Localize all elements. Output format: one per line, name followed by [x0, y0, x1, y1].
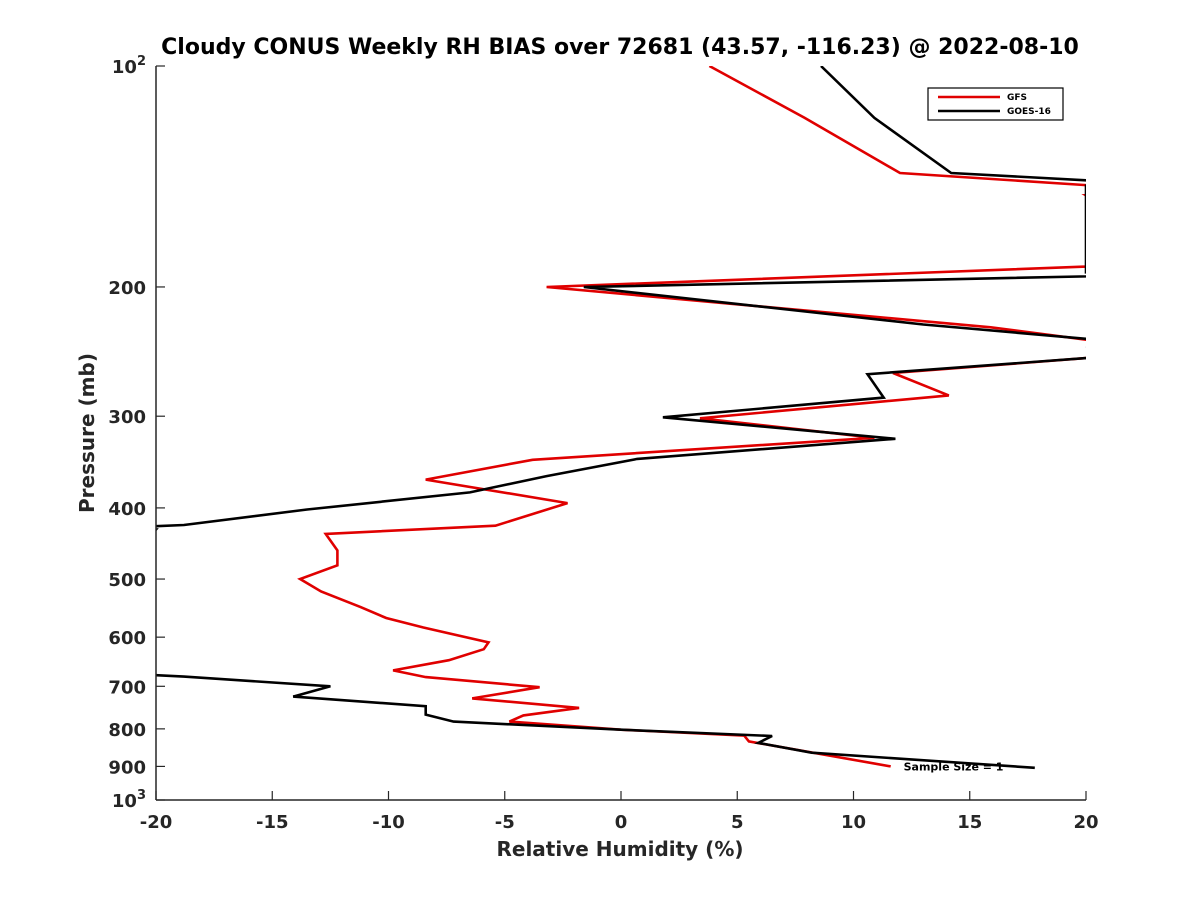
- series-layer: [156, 66, 1086, 770]
- y-tick-label: 500: [108, 570, 146, 591]
- x-tick-label: 5: [731, 812, 744, 833]
- y-tick-label: 900: [108, 757, 146, 778]
- legend-label: GOES-16: [1007, 107, 1051, 117]
- y-tick-label: 200: [108, 278, 146, 299]
- y-axis-label: Pressure (mb): [75, 353, 99, 513]
- x-tick-label: -10: [372, 812, 405, 833]
- series-line-gfs: [297, 66, 1086, 768]
- legend: GFS GOES-16: [927, 87, 1064, 121]
- y-tick-label: 400: [108, 499, 146, 520]
- x-tick-label: 0: [615, 812, 628, 833]
- y-tick-label: 800: [108, 720, 146, 741]
- x-tick-label: 20: [1073, 812, 1098, 833]
- y-tick-label: 103: [112, 788, 146, 812]
- x-tick-label: -15: [256, 812, 289, 833]
- y-tick-label: 600: [108, 628, 146, 649]
- x-tick-label: -5: [495, 812, 515, 833]
- x-tick-label: 10: [841, 812, 866, 833]
- y-tick-label: 300: [108, 407, 146, 428]
- legend-box: [927, 87, 1064, 121]
- x-axis-label: Relative Humidity (%): [496, 837, 743, 861]
- sample-size-annotation: Sample Size = 1: [904, 760, 1004, 773]
- axes: -20 -15 -10 -5 0 5 10 15 20 102 200 300 400 500 600 700…: [108, 54, 1098, 833]
- y-tick-label: 700: [108, 677, 146, 698]
- legend-label: GFS: [1007, 93, 1027, 103]
- x-tick-label: 15: [957, 812, 982, 833]
- x-tick-label: -20: [140, 812, 173, 833]
- y-tick-label: 102: [112, 54, 146, 78]
- chart-title: Cloudy CONUS Weekly RH BIAS over 72681 (…: [161, 35, 1079, 60]
- series-line-goes-16: [156, 66, 1086, 770]
